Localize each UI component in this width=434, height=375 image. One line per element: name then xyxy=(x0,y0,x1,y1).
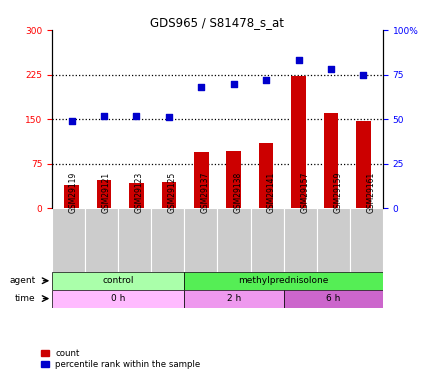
FancyBboxPatch shape xyxy=(184,209,217,272)
FancyBboxPatch shape xyxy=(184,272,382,290)
FancyBboxPatch shape xyxy=(184,290,283,308)
Text: GSM29125: GSM29125 xyxy=(168,172,177,213)
Text: agent: agent xyxy=(10,276,36,285)
Text: GSM29137: GSM29137 xyxy=(201,172,210,213)
Text: 0 h: 0 h xyxy=(111,294,125,303)
Text: GSM29141: GSM29141 xyxy=(266,172,276,213)
FancyBboxPatch shape xyxy=(52,290,184,308)
FancyBboxPatch shape xyxy=(250,209,283,272)
FancyBboxPatch shape xyxy=(151,209,184,272)
FancyBboxPatch shape xyxy=(217,209,250,272)
Bar xyxy=(226,151,240,208)
Point xyxy=(359,72,366,78)
FancyBboxPatch shape xyxy=(52,209,85,272)
Bar xyxy=(161,182,176,209)
FancyBboxPatch shape xyxy=(283,290,382,308)
Point xyxy=(230,81,237,87)
Text: GSM29161: GSM29161 xyxy=(365,172,375,213)
FancyBboxPatch shape xyxy=(283,209,316,272)
Text: 2 h: 2 h xyxy=(227,294,240,303)
Bar xyxy=(96,180,111,209)
Point xyxy=(68,118,75,124)
FancyBboxPatch shape xyxy=(349,209,382,272)
FancyBboxPatch shape xyxy=(316,209,349,272)
Text: control: control xyxy=(102,276,134,285)
Bar xyxy=(323,113,338,209)
FancyBboxPatch shape xyxy=(52,272,184,290)
Text: GSM29138: GSM29138 xyxy=(233,172,243,213)
Title: GDS965 / S81478_s_at: GDS965 / S81478_s_at xyxy=(150,16,284,29)
Bar xyxy=(291,76,305,209)
Point xyxy=(133,112,140,118)
Point xyxy=(165,114,172,120)
Text: GSM29121: GSM29121 xyxy=(102,172,111,213)
Text: GSM29157: GSM29157 xyxy=(299,172,309,213)
Bar xyxy=(258,143,273,208)
Point xyxy=(197,84,204,90)
Bar xyxy=(64,184,79,209)
FancyBboxPatch shape xyxy=(118,209,151,272)
Bar xyxy=(355,121,370,208)
Text: GSM29123: GSM29123 xyxy=(135,172,144,213)
Text: methylprednisolone: methylprednisolone xyxy=(238,276,328,285)
Bar xyxy=(194,152,208,208)
Text: GSM29119: GSM29119 xyxy=(69,172,78,213)
Text: 6 h: 6 h xyxy=(325,294,340,303)
Legend: count, percentile rank within the sample: count, percentile rank within the sample xyxy=(39,347,202,371)
Text: time: time xyxy=(15,294,36,303)
Point xyxy=(100,112,107,118)
Point xyxy=(294,57,301,63)
Point xyxy=(262,77,269,83)
Point xyxy=(327,66,334,72)
Text: GSM29159: GSM29159 xyxy=(332,172,342,213)
Bar xyxy=(129,183,143,209)
FancyBboxPatch shape xyxy=(85,209,118,272)
